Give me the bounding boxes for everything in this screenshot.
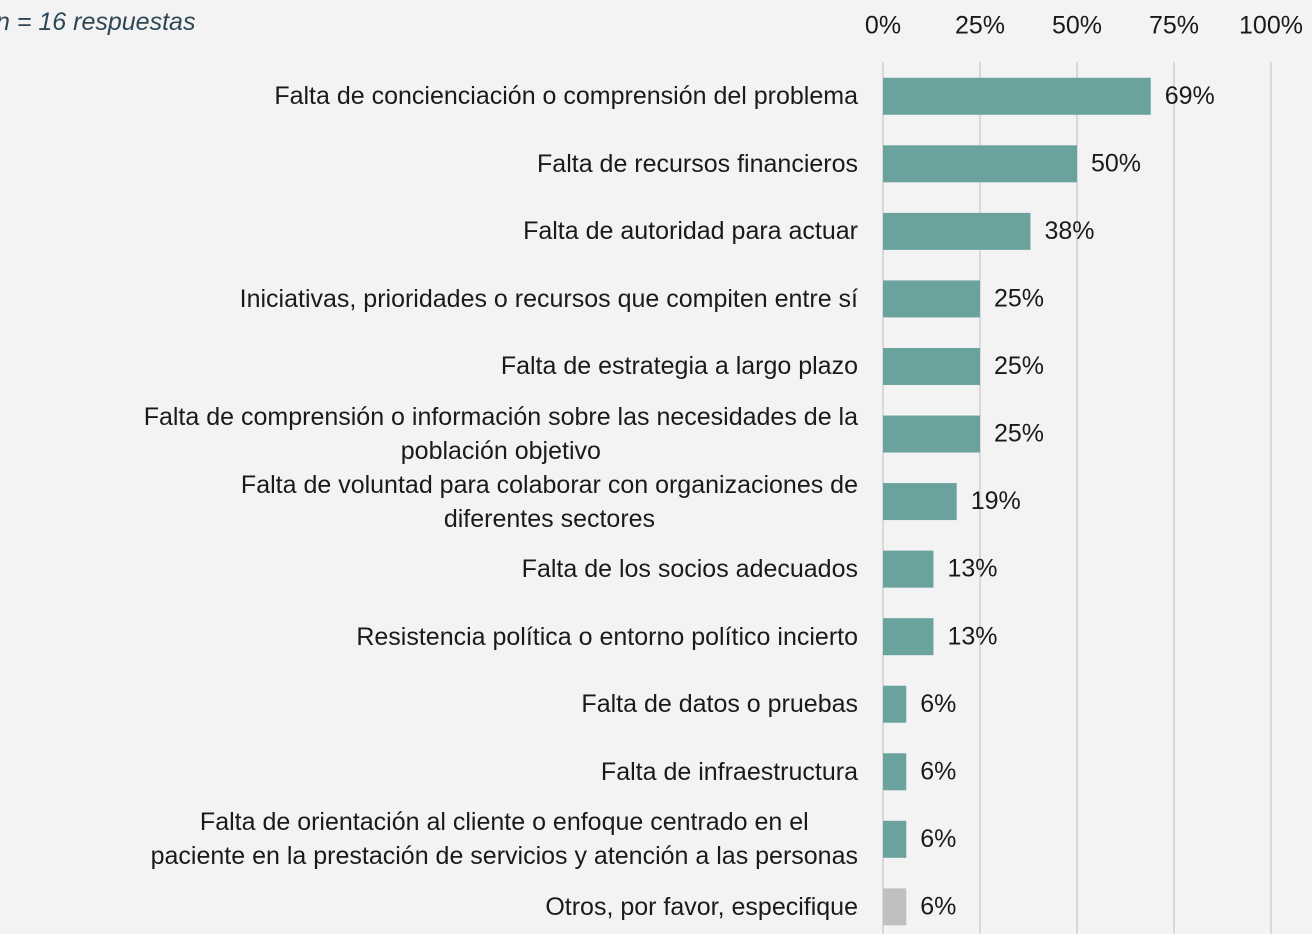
- bar: [883, 145, 1077, 183]
- bar: [883, 753, 907, 791]
- bar: [883, 685, 907, 723]
- chart-subtitle: n = 16 respuestas: [0, 8, 196, 36]
- bar: [883, 483, 957, 521]
- bar: [883, 820, 907, 858]
- bar: [883, 618, 934, 656]
- category-label: Resistencia política o entorno político …: [356, 622, 858, 651]
- bar: [883, 280, 980, 318]
- category-label: Falta de orientación al cliente o enfoqu…: [150, 808, 858, 871]
- category-label: Falta de estrategia a largo plazo: [500, 352, 858, 381]
- x-tick-label: 50%: [1052, 12, 1102, 40]
- category-label: Falta de infraestructura: [600, 757, 858, 786]
- value-label: 69%: [1165, 82, 1215, 110]
- bar: [883, 550, 934, 588]
- value-label: 50%: [1091, 149, 1141, 177]
- category-label: Iniciativas, prioridades o recursos que …: [239, 284, 858, 313]
- bar: [883, 415, 980, 453]
- bar: [883, 77, 1151, 115]
- x-tick-label: 0%: [865, 12, 901, 40]
- x-tick-label: 100%: [1239, 12, 1303, 40]
- value-label: 6%: [920, 892, 956, 920]
- category-label: Falta de concienciación o comprensión de…: [274, 82, 858, 111]
- value-label: 6%: [920, 757, 956, 785]
- value-label: 38%: [1044, 217, 1094, 245]
- value-label: 6%: [920, 825, 956, 853]
- value-label: 25%: [994, 352, 1044, 380]
- category-label: Falta de recursos financieros: [537, 149, 858, 178]
- value-label: 6%: [920, 690, 956, 718]
- category-label: Falta de datos o pruebas: [581, 690, 858, 719]
- category-label: Falta de comprensión o información sobre…: [143, 403, 858, 466]
- category-label: Falta de voluntad para colaborar con org…: [240, 470, 858, 533]
- value-label: 25%: [994, 420, 1044, 448]
- category-label: Falta de los socios adecuados: [521, 555, 858, 584]
- category-label: Falta de autoridad para actuar: [523, 217, 858, 246]
- bar: [883, 347, 980, 385]
- value-label: 19%: [971, 487, 1021, 515]
- x-tick-label: 25%: [955, 12, 1005, 40]
- value-label: 25%: [994, 285, 1044, 313]
- value-label: 13%: [947, 622, 997, 650]
- x-tick-label: 75%: [1149, 12, 1199, 40]
- value-label: 13%: [947, 555, 997, 583]
- category-label: Otros, por favor, especifique: [545, 892, 858, 921]
- bar: [883, 212, 1031, 250]
- bar: [883, 888, 907, 926]
